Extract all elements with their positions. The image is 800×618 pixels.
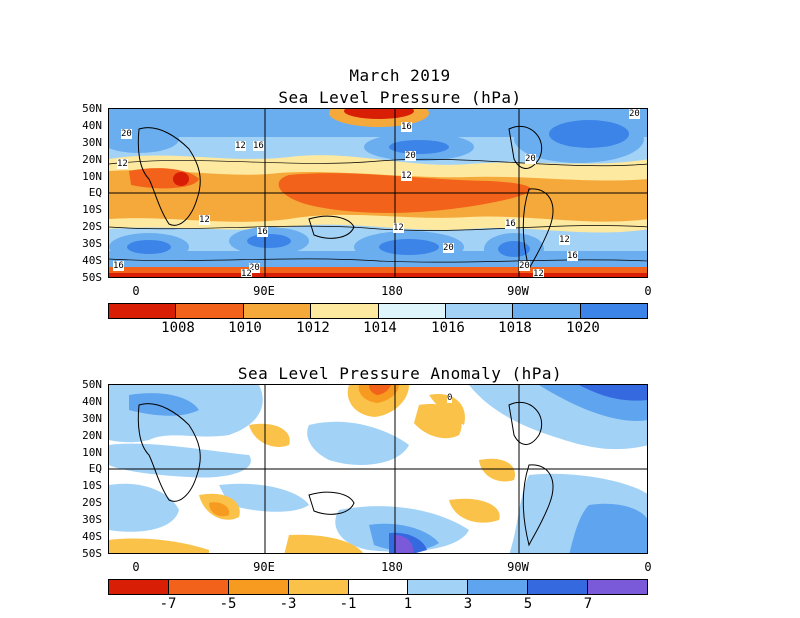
- colorbar-label: 1: [403, 596, 413, 612]
- lon-label: 90W: [507, 560, 529, 574]
- contour-label: 16: [401, 122, 412, 132]
- anomaly-colorbar-segment: [528, 580, 589, 594]
- colorbar-label: -3: [279, 596, 297, 612]
- slp-colorbar-segment: [513, 304, 581, 318]
- colorbar-label: 3: [463, 596, 473, 612]
- colorbar-label: -5: [219, 596, 237, 612]
- contour-label: 16: [505, 219, 516, 229]
- slp-map: 20 16 12 20 12 16 12 20 16 12 16 20 12 1…: [108, 108, 648, 278]
- colorbar-label: 5: [523, 596, 533, 612]
- lon-label: 90E: [253, 560, 275, 574]
- contour-label: 12: [559, 235, 570, 245]
- contour-label: 12: [235, 141, 246, 151]
- contour-label: 20: [443, 243, 454, 253]
- contour-label: 12: [241, 269, 252, 278]
- contour-label: 12: [199, 215, 210, 225]
- slp-panel-title: Sea Level Pressure (hPa): [278, 88, 522, 107]
- lat-label: 30S: [82, 237, 102, 250]
- colorbar-label: 1010: [228, 320, 262, 336]
- contour-label: 20: [121, 129, 132, 139]
- contour-label: 0: [447, 393, 453, 403]
- lon-label: 0: [132, 560, 140, 574]
- colorbar-label: 1014: [363, 320, 397, 336]
- colorbar-label: 1018: [498, 320, 532, 336]
- lon-label: 180: [381, 560, 403, 574]
- anomaly-colorbar: [108, 579, 648, 595]
- lon-label: 90E: [253, 284, 275, 298]
- contour-label: 20: [249, 263, 260, 273]
- contour-label: 20: [525, 154, 536, 164]
- anomaly-colorbar-segment: [109, 580, 169, 594]
- slp-colorbar-segment: [109, 304, 177, 318]
- lat-label: 10N: [82, 446, 102, 459]
- anomaly-map: 0: [108, 384, 648, 554]
- anomaly-colorbar-segment: [588, 580, 648, 594]
- anomaly-colorbar-segment: [288, 580, 349, 594]
- figure-title: March 2019: [349, 66, 451, 85]
- slp-colorbar-segment: [378, 304, 446, 318]
- lat-label: 40S: [82, 530, 102, 543]
- colorbar-label: 1012: [296, 320, 330, 336]
- contour-label: 16: [567, 251, 578, 261]
- colorbar-label: -7: [159, 596, 177, 612]
- lat-label: 30S: [82, 513, 102, 526]
- contour-label: 12: [393, 223, 404, 233]
- lat-label: 20N: [82, 429, 102, 442]
- slp-colorbar-segment: [445, 304, 514, 318]
- lat-label: 20S: [82, 220, 102, 233]
- slp-colorbar-segment: [311, 304, 379, 318]
- lon-label: 90W: [507, 284, 529, 298]
- contour-label: 12: [401, 171, 412, 181]
- contour-label: 12: [533, 269, 544, 278]
- lat-label: 40N: [82, 395, 102, 408]
- slp-colorbar: [108, 303, 648, 319]
- lat-label: 30N: [82, 136, 102, 149]
- lon-label: 0: [644, 284, 652, 298]
- lon-label: 0: [132, 284, 140, 298]
- colorbar-label: 1016: [431, 320, 465, 336]
- anomaly-colorbar-segment: [168, 580, 229, 594]
- anomaly-panel-title: Sea Level Pressure Anomaly (hPa): [237, 364, 563, 383]
- lat-label: 30N: [82, 412, 102, 425]
- colorbar-label: -1: [339, 596, 357, 612]
- lat-label: 50N: [82, 378, 102, 391]
- lat-label: 50N: [82, 102, 102, 115]
- colorbar-label: 1008: [161, 320, 195, 336]
- lat-label: 50S: [82, 271, 102, 284]
- slp-colorbar-segment: [243, 304, 312, 318]
- lon-label: 0: [644, 560, 652, 574]
- lat-label: 40S: [82, 254, 102, 267]
- slp-colorbar-segment: [580, 304, 647, 318]
- colorbar-label: 1020: [566, 320, 600, 336]
- slp-map-field: [109, 109, 647, 277]
- anomaly-colorbar-segment: [468, 580, 529, 594]
- contour-label: 20: [519, 261, 530, 271]
- slp-colorbar-segment: [176, 304, 244, 318]
- lat-label: 10S: [82, 203, 102, 216]
- lat-label: 40N: [82, 119, 102, 132]
- contour-label: 20: [629, 109, 640, 119]
- contour-label: 16: [253, 141, 264, 151]
- lat-label: 20N: [82, 153, 102, 166]
- lat-label: EQ: [88, 186, 102, 199]
- contour-label: 16: [113, 261, 124, 271]
- contour-label: 16: [257, 227, 268, 237]
- contour-label: 20: [405, 151, 416, 161]
- lon-label: 180: [381, 284, 403, 298]
- anomaly-colorbar-segment: [348, 580, 409, 594]
- lat-label: 20S: [82, 496, 102, 509]
- contour-label: 12: [117, 159, 128, 169]
- anomaly-colorbar-segment: [408, 580, 469, 594]
- anomaly-map-field: [109, 385, 647, 553]
- lat-label: EQ: [88, 462, 102, 475]
- colorbar-label: 7: [583, 596, 593, 612]
- anomaly-colorbar-segment: [228, 580, 289, 594]
- lat-label: 10S: [82, 479, 102, 492]
- lat-label: 10N: [82, 170, 102, 183]
- lat-label: 50S: [82, 547, 102, 560]
